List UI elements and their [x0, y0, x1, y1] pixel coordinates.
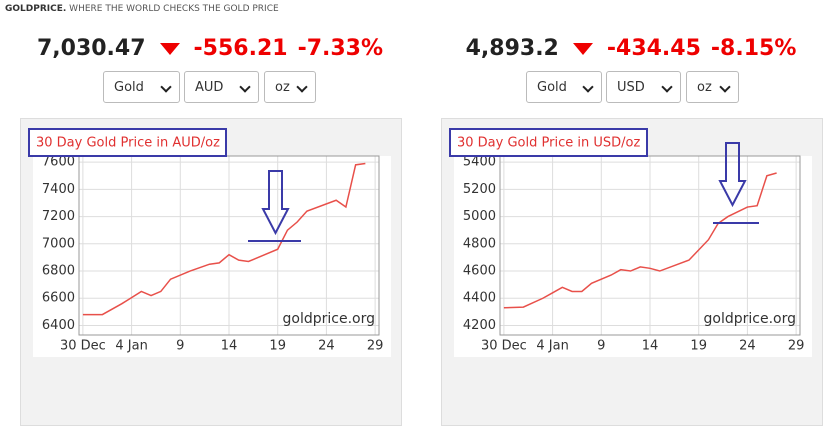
annotation-arrow: [261, 170, 290, 236]
price-line: [82, 162, 366, 316]
plot-frame: [499, 155, 801, 336]
chart-panel: 6400 6600 6800 7000 7200 7400 7600 30 Dec 4 Jan 9…: [20, 118, 402, 426]
plot-frame: [78, 155, 380, 336]
select[interactable]: Gold: [103, 71, 180, 103]
y-tick-label: 7200: [42, 209, 75, 224]
header: GOLDPRICE. WHERE THE WORLD CHECKS THE GO…: [5, 4, 279, 14]
down-arrow: [159, 42, 180, 55]
y-tick-label: 6800: [42, 264, 75, 279]
y-tick-label: 5000: [463, 209, 496, 224]
chart: 6400 6600 6800 7000 7200 7400 7600 30 Dec 4 Jan 9…: [28, 128, 391, 357]
y-tick-label: 4200: [463, 318, 496, 333]
y-tick-label: 5400: [463, 155, 496, 170]
x-tick-label: 4 Jan: [115, 339, 147, 354]
y-tick-label: 7000: [42, 236, 75, 251]
down-arrow: [572, 42, 593, 55]
x-tick-label: 9: [176, 339, 184, 354]
x-tick-label: 29: [367, 339, 384, 354]
select[interactable]: AUD: [184, 71, 259, 103]
y-tick-label: 4800: [463, 236, 496, 251]
chart-title: 30 Day Gold Price in AUD/oz: [36, 136, 220, 151]
y-tick-label: 4600: [463, 264, 496, 279]
price-row: 4,893.2 -434.45 -8.15%: [421, 36, 832, 61]
x-tick-label: 14: [221, 339, 238, 354]
price-line: [503, 172, 777, 309]
price: 4,893.2: [465, 36, 559, 61]
title-box: [28, 128, 227, 157]
title-box: [449, 128, 648, 157]
y-tick-label: 4400: [463, 291, 496, 306]
select[interactable]: Gold: [526, 71, 602, 103]
y-tick-label: 6400: [42, 318, 75, 333]
percent: -8.15%: [710, 36, 797, 61]
select[interactable]: oz: [264, 71, 316, 103]
price-row: 7,030.47 -556.21 -7.33%: [0, 36, 420, 61]
x-tick-label: 9: [597, 339, 605, 354]
select[interactable]: oz: [686, 71, 739, 103]
y-tick-label: 7400: [42, 182, 75, 197]
change: -434.45: [606, 36, 701, 61]
chart-title: 30 Day Gold Price in USD/oz: [457, 136, 640, 151]
x-tick-label: 14: [642, 339, 659, 354]
x-tick-label: 30 Dec: [481, 339, 527, 354]
x-tick-label: 19: [269, 339, 286, 354]
change: -556.21: [193, 36, 288, 61]
brand: GOLDPRICE.: [5, 4, 67, 14]
chart: 4200 4400 4600 4800 5000 5200 5400 30 Dec 4 Jan 9…: [449, 128, 812, 357]
x-tick-label: 24: [739, 339, 756, 354]
x-tick-label: 24: [318, 339, 335, 354]
annotation-arrow: [718, 142, 747, 208]
y-tick-label: 6600: [42, 291, 75, 306]
watermark: goldprice.org: [704, 311, 796, 327]
watermark: goldprice.org: [283, 311, 375, 327]
x-tick-label: 29: [788, 339, 805, 354]
x-tick-label: 4 Jan: [536, 339, 568, 354]
select[interactable]: USD: [606, 71, 681, 103]
y-tick-label: 5200: [463, 182, 496, 197]
x-tick-label: 19: [690, 339, 707, 354]
percent: -7.33%: [297, 36, 384, 61]
price: 7,030.47: [36, 36, 146, 61]
x-tick-label: 30 Dec: [60, 339, 106, 354]
y-tick-label: 7600: [42, 155, 75, 170]
chart-panel: 4200 4400 4600 4800 5000 5200 5400 30 Dec 4 Jan 9…: [441, 118, 823, 426]
tagline: WHERE THE WORLD CHECKS THE GOLD PRICE: [69, 4, 279, 14]
